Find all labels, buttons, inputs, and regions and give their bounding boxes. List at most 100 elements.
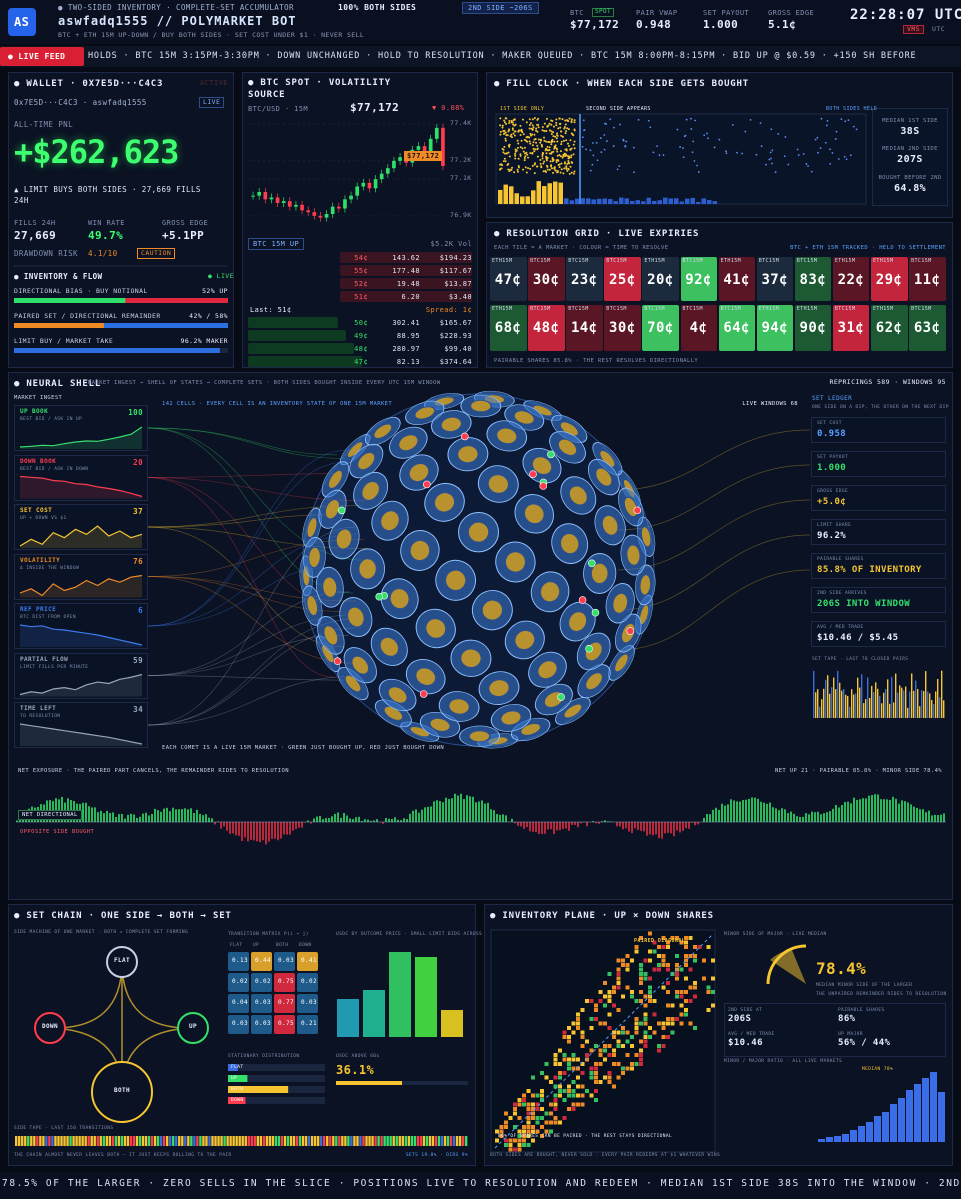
cell-core xyxy=(409,539,431,562)
exposure-bar xyxy=(808,814,810,822)
label: UP xyxy=(188,1023,198,1030)
tape-tick xyxy=(208,1136,211,1146)
tile: ETH15M 20¢ xyxy=(642,257,679,301)
exposure-bar xyxy=(763,802,765,822)
plane-cell xyxy=(607,1053,612,1057)
logo: AS xyxy=(8,8,36,36)
second-side-dot xyxy=(844,120,847,123)
second-side-dot xyxy=(760,145,763,148)
plane-cell xyxy=(517,1134,522,1138)
tape-tick xyxy=(144,1136,148,1146)
tape-tick xyxy=(298,1136,302,1146)
first-side-dot xyxy=(536,123,539,126)
tape-tick xyxy=(33,1136,36,1146)
comet xyxy=(633,506,642,515)
label: 86% OF SHARES CAN BE PAIRED · THE REST S… xyxy=(498,1134,673,1139)
tape-tick xyxy=(232,1136,235,1146)
plane-cell xyxy=(513,1125,517,1129)
second-side-dot xyxy=(609,118,612,121)
plane-cell xyxy=(639,936,643,940)
cell-core xyxy=(468,730,491,743)
plane-cell xyxy=(580,1035,585,1039)
exposure-bar xyxy=(727,804,729,822)
second-side-dot xyxy=(697,171,700,173)
exposure-bar xyxy=(586,822,588,827)
plane-cell xyxy=(607,1075,612,1080)
plane-cell xyxy=(630,1066,634,1071)
first-side-dot xyxy=(540,143,543,146)
tape-tick xyxy=(265,1136,269,1146)
first-side-dot xyxy=(519,146,522,149)
tile: BTC15M 64¢ xyxy=(718,305,756,351)
plane-cell xyxy=(666,940,670,945)
plane-cell xyxy=(679,994,684,999)
tape-tick xyxy=(295,1136,299,1146)
plane-cell xyxy=(643,1030,648,1035)
spark-area xyxy=(20,427,142,449)
plane-cell xyxy=(585,1053,589,1057)
tape-tick xyxy=(256,1136,259,1146)
matrix-cell: 0.41 xyxy=(297,952,318,971)
plane-cell xyxy=(562,1035,567,1039)
first-side-dot xyxy=(563,126,566,129)
tape-tick xyxy=(147,1136,151,1146)
tape-tick xyxy=(102,1136,105,1146)
first-side-dot xyxy=(513,130,516,133)
plane-cell xyxy=(549,1111,553,1116)
plane-cell xyxy=(612,1062,616,1066)
first-side-dot xyxy=(535,165,538,168)
plane-cell xyxy=(661,1026,666,1030)
plane-cell xyxy=(693,945,697,949)
exposure-bar xyxy=(853,797,855,822)
first-side-dot xyxy=(529,152,532,155)
tile-price: 14¢ xyxy=(570,320,598,336)
label: 88.95 xyxy=(396,332,420,340)
plane-cell xyxy=(648,958,652,963)
first-side-dot xyxy=(552,159,555,162)
plane-cell xyxy=(666,1021,670,1026)
first-side-dot xyxy=(566,119,569,122)
first-side-dot xyxy=(555,124,558,127)
plane-cell xyxy=(652,1030,657,1035)
tile-price: 62¢ xyxy=(875,320,903,336)
box-value: 206S xyxy=(728,1014,752,1024)
hist-bar xyxy=(613,201,618,204)
first-side-dot xyxy=(559,171,562,174)
plane-cell xyxy=(585,1039,589,1044)
comet xyxy=(585,644,593,653)
second-side-dot xyxy=(622,139,625,142)
first-side-dot xyxy=(550,119,553,122)
cell-core xyxy=(585,672,604,691)
exposure-bar xyxy=(913,806,915,822)
first-side-dot xyxy=(508,143,511,146)
first-side-dot xyxy=(563,162,566,165)
label: PARTIAL FLOW xyxy=(20,655,69,663)
exposure-bar xyxy=(799,816,801,822)
tape-bar xyxy=(875,682,877,718)
hist-bar xyxy=(690,197,695,204)
first-side-dot xyxy=(555,148,558,151)
second-side-dot xyxy=(690,128,693,130)
plane-cell xyxy=(589,1066,594,1071)
tape-tick xyxy=(105,1136,108,1146)
plane-cell xyxy=(522,1143,526,1147)
label: SPOT xyxy=(592,8,615,17)
shell-cell xyxy=(459,725,501,747)
exposure-bar xyxy=(919,809,921,822)
tape-bar xyxy=(923,691,925,718)
tape-tick xyxy=(45,1136,48,1146)
tape-tick xyxy=(211,1136,214,1146)
exposure-bar xyxy=(616,822,618,827)
exposure-bar xyxy=(202,815,204,822)
hist-bar xyxy=(586,198,591,204)
tape-tick xyxy=(111,1136,115,1146)
plane-cell xyxy=(558,1075,562,1080)
plane-cell xyxy=(693,1026,697,1030)
plane-cell xyxy=(639,999,643,1003)
tape-bar xyxy=(919,706,921,718)
flow-bar xyxy=(14,323,104,328)
second-side-dot xyxy=(835,130,838,133)
tape-tick xyxy=(434,1136,438,1146)
first-side-dot xyxy=(555,118,558,121)
exposure-bar xyxy=(316,816,318,822)
